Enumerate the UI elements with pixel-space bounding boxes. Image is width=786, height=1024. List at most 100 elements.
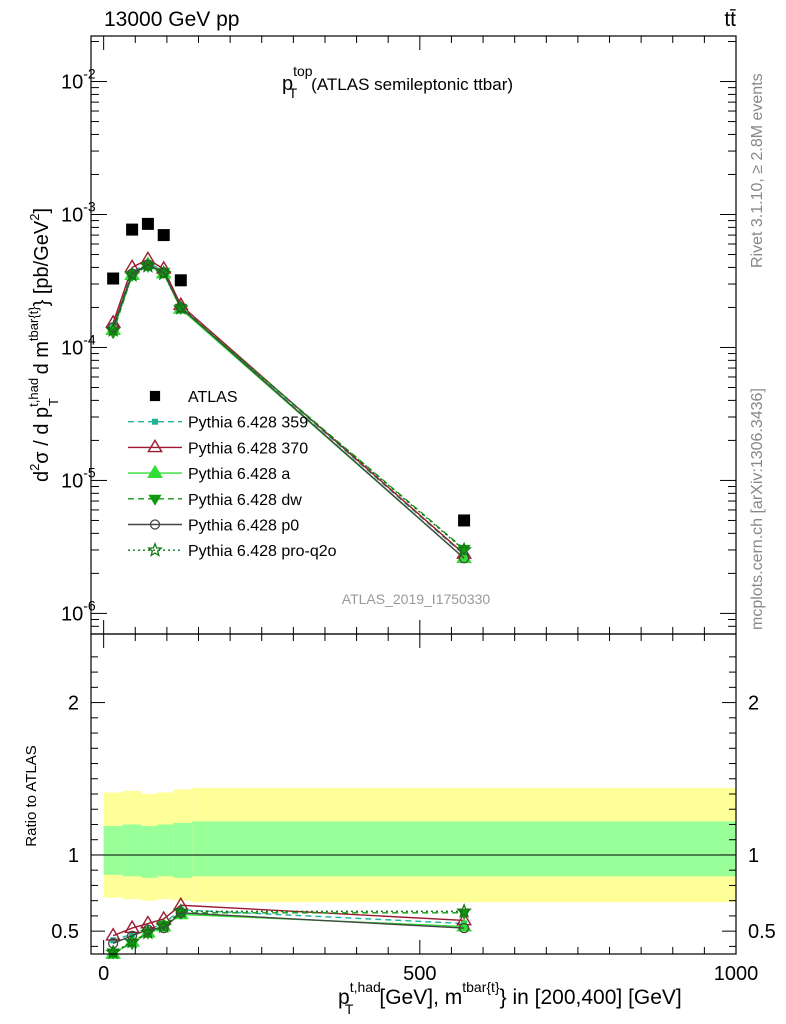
ratio-xtick-label-2: 1000: [714, 963, 759, 985]
main-point-atlas-3: [157, 229, 170, 242]
main-point-atlas-1: [126, 223, 139, 236]
main-title: ptop T (ATLAS semileptonic ttbar): [282, 63, 513, 101]
main-line-pa: [112, 263, 465, 559]
legend-label-pdw: Pythia 6.428 dw: [188, 492, 302, 509]
legend-label-p370: Pythia 6.428 370: [188, 440, 308, 457]
side-label-bottom: mcplots.cern.ch [arXiv:1306.3436]: [749, 388, 766, 630]
ratio-line-p359: [112, 909, 465, 941]
main-point-pq2o-1: [124, 266, 140, 282]
main-ytick-base-0: 10: [61, 603, 83, 625]
watermark: ATLAS_2019_I1750330: [342, 591, 491, 607]
legend-marker-p370: [147, 439, 163, 453]
main-point-pq2o-4: [172, 299, 189, 315]
main-line-pp0: [112, 263, 465, 559]
legend-marker-pa: [147, 464, 163, 478]
ratio-point-pp0-0: [107, 938, 119, 949]
main-point-atlas-4: [174, 274, 187, 287]
ratio-line-p370: [112, 904, 465, 937]
main-ytick-base-3: 10: [61, 204, 83, 226]
legend-label-atlas: ATLAS: [188, 389, 238, 406]
ratio-point-pp0-3: [158, 922, 169, 934]
ratio-point-p370-0: [105, 927, 122, 941]
main-point-atlas-5: [458, 514, 471, 527]
ratio-point-pq2o-3: [155, 918, 172, 934]
main-ytick-label-2: 10-4: [61, 331, 96, 359]
header-right: tt̄: [724, 8, 736, 31]
legend-label-pq2o: Pythia 6.428 pro-q2o: [188, 543, 337, 560]
band-inner-4: [173, 822, 193, 878]
legend-marker-pq2o: [147, 541, 163, 557]
legend-marker-pp0: [149, 519, 161, 530]
ratio-point-p370-1: [124, 919, 140, 933]
main-point-pq2o-3: [155, 265, 172, 281]
ratio-ytick-label-right-2: 2: [748, 693, 759, 715]
main-ytick-label-0: 10-6: [61, 597, 96, 625]
main-ytick-exp-0: -6: [83, 597, 96, 613]
main-ytick-label-4: 10-2: [61, 66, 96, 94]
legend-marker-atlas: [149, 390, 161, 402]
main-line-p370: [112, 258, 465, 555]
main-line-pdw: [112, 265, 465, 550]
main-point-pp0-5: [458, 553, 470, 564]
legend-marker-pdw: [148, 494, 162, 506]
ratio-point-pq2o-1: [124, 933, 140, 949]
main-point-atlas-0: [107, 272, 120, 285]
main-point-pq2o-2: [140, 257, 156, 273]
ratio-xtick-label-0: 0: [98, 963, 109, 985]
ratio-ytick-label-0: 0.5: [51, 921, 79, 943]
xlabel-rest: [GeV], m: [379, 986, 462, 1009]
main-point-pq2o-0: [105, 321, 122, 337]
ratio-plot: 0 500 1000 0.5 0.5 1 1 2 2: [51, 633, 776, 985]
xlabel-sup2: tbar{t}: [462, 979, 500, 995]
legend-label-pp0: Pythia 6.428 p0: [188, 518, 299, 535]
ratio-line-pp0: [112, 912, 465, 944]
xlabel-tail: } in [200,400] [GeV]: [500, 986, 682, 1009]
ratio-y-label: Ratio to ATLAS: [23, 745, 40, 846]
ratio-point-pq2o-2: [140, 924, 156, 940]
ratio-ytick-label-2: 2: [68, 693, 79, 715]
legend: ATLAS Pythia 6.428 359 Pythia 6.428 370 Pyt…: [128, 389, 337, 560]
ratio-point-pp0-4: [175, 907, 186, 919]
legend-label-pa: Pythia 6.428 a: [188, 466, 290, 483]
band-inner-0: [103, 826, 123, 875]
ratio-line-pa: [112, 913, 465, 955]
header-left: 13000 GeV pp: [104, 8, 239, 31]
ratio-ytick-label-1: 1: [68, 845, 79, 867]
main-ytick-exp-2: -4: [83, 331, 96, 347]
ratio-point-pq2o-0: [105, 944, 122, 960]
main-ytick-exp-3: -3: [83, 198, 96, 214]
main-ytick-base-2: 10: [61, 337, 83, 359]
main-line-pq2o: [112, 265, 465, 551]
band-inner-5: [192, 821, 737, 877]
title-sup: top: [293, 63, 313, 79]
side-label-top: Rivet 3.1.10, ≥ 2.8M events: [749, 73, 766, 268]
ratio-ytick-label-right-0: 0.5: [748, 921, 776, 943]
main-ytick-exp-4: -2: [83, 66, 96, 82]
main-point-pq2o-5: [456, 541, 472, 557]
ratio-point-pq2o-5: [456, 903, 472, 919]
main-ytick-label-3: 10-3: [61, 198, 96, 226]
main-point-atlas-2: [141, 217, 154, 230]
main-y-label: d2σ / d pt,had T d mtbar{t}} [pb/GeV2]: [26, 208, 61, 482]
main-ytick-base-1: 10: [61, 470, 83, 492]
main-plot: 10-610-510-410-310-2: [61, 35, 737, 635]
band-inner-3: [157, 824, 174, 877]
title-sub: T: [289, 85, 298, 101]
main-ytick-label-1: 10-5: [61, 464, 96, 492]
main-ytick-base-4: 10: [61, 72, 83, 94]
main-ytick-exp-1: -5: [83, 464, 96, 480]
ratio-ytick-label-right-1: 1: [748, 845, 759, 867]
title-main: p: [282, 73, 293, 95]
title-rest: (ATLAS semileptonic ttbar): [311, 75, 513, 94]
ratio-line-pdw: [112, 912, 465, 954]
band-inner-1: [122, 824, 142, 877]
ratio-xtick-label-1: 500: [403, 963, 436, 985]
band-inner-2: [141, 826, 158, 878]
legend-marker-p359: [152, 418, 158, 425]
xlabel-sup1: t,had: [350, 979, 381, 995]
ratio-point-pp0-1: [126, 930, 138, 941]
ratio-point-pq2o-4: [172, 903, 189, 919]
ratio-point-pp0-5: [458, 922, 470, 934]
